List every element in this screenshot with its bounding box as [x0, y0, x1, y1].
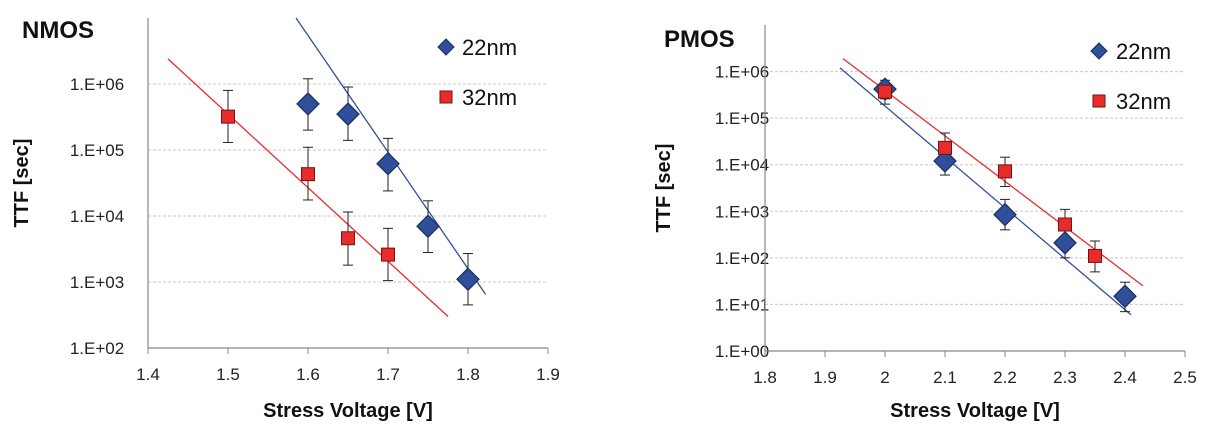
y-axis-title: TTF [sec]	[11, 139, 33, 228]
y-tick-label: 1.E+06	[70, 75, 124, 94]
x-axis-title: Stress Voltage [V]	[890, 400, 1060, 422]
chart-panel-0: 1.E+02 1.E+03 1.E+04 1.E+05 1.E+06 1.4 1.5 1.6 1…	[11, 17, 560, 422]
x-tick-label: 2	[880, 368, 889, 387]
data-point-32nm	[1088, 248, 1102, 263]
x-tick-label: 2.5	[1173, 368, 1197, 387]
legend-label: 32nm	[462, 85, 517, 110]
legend-marker-22nm	[437, 38, 455, 56]
chart-title: PMOS	[664, 26, 735, 53]
fit-line-22nm	[839, 67, 1132, 316]
data-point-32nm	[301, 167, 315, 182]
legend-label: 22nm	[462, 35, 517, 60]
x-tick-label: 1.6	[296, 365, 320, 384]
y-tick-label: 1.E+05	[715, 109, 769, 128]
data-point-22nm	[416, 214, 440, 239]
data-point-32nm	[878, 84, 892, 99]
data-point-22nm	[456, 267, 480, 292]
y-tick-label: 1.E+06	[715, 63, 769, 82]
y-tick-label: 1.E+00	[715, 342, 769, 361]
x-axis-title: Stress Voltage [V]	[263, 400, 433, 422]
legend-label: 22nm	[1116, 39, 1171, 64]
data-point-22nm	[1053, 231, 1077, 255]
data-point-32nm	[381, 247, 395, 262]
data-point-22nm	[993, 202, 1017, 227]
x-tick-label: 1.8	[456, 365, 480, 384]
y-axis-title: TTF [sec]	[653, 144, 675, 233]
data-point-22nm	[933, 149, 957, 173]
x-tick-label: 2.2	[993, 368, 1017, 387]
fit-line-32nm	[842, 58, 1144, 287]
x-tick-label: 1.8	[753, 368, 777, 387]
data-point-32nm	[221, 109, 235, 124]
legend-marker-22nm	[1090, 42, 1108, 60]
x-tick-label: 2.4	[1113, 368, 1137, 387]
data-point-32nm	[938, 140, 952, 155]
x-tick-label: 2.1	[933, 368, 957, 387]
data-point-32nm	[998, 164, 1012, 179]
y-tick-label: 1.E+05	[70, 141, 124, 160]
y-tick-label: 1.E+04	[70, 207, 124, 226]
chart-panel-1: 1.E+00 1.E+01 1.E+02 1.E+03 1.E+04 1.E+05 1.E+…	[653, 25, 1197, 422]
y-tick-label: 1.E+02	[70, 339, 124, 358]
data-point-32nm	[341, 231, 355, 246]
legend-label: 32nm	[1116, 89, 1171, 114]
data-point-32nm	[1058, 217, 1072, 232]
x-tick-label: 1.9	[536, 365, 560, 384]
x-tick-label: 1.7	[376, 365, 400, 384]
data-point-22nm	[1113, 284, 1137, 309]
y-tick-label: 1.E+04	[715, 156, 769, 175]
data-point-22nm	[336, 102, 360, 126]
legend-marker-32nm	[439, 90, 453, 104]
y-tick-label: 1.E+03	[70, 273, 124, 292]
x-tick-label: 2.3	[1053, 368, 1077, 387]
x-tick-label: 1.9	[813, 368, 837, 387]
y-tick-label: 1.E+01	[715, 295, 769, 314]
y-tick-label: 1.E+03	[715, 202, 769, 221]
x-tick-label: 1.4	[136, 365, 160, 384]
data-point-22nm	[376, 151, 400, 176]
x-tick-label: 1.5	[216, 365, 240, 384]
chart-title: NMOS	[22, 17, 94, 44]
data-point-22nm	[296, 92, 320, 116]
legend-marker-32nm	[1092, 94, 1106, 108]
y-tick-label: 1.E+02	[715, 249, 769, 268]
